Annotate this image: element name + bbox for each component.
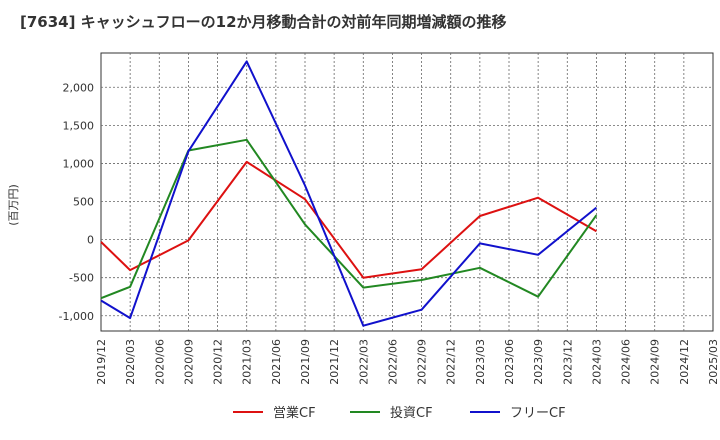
plot-area bbox=[100, 52, 714, 332]
x-tick-label: 2020/03 bbox=[124, 339, 137, 385]
y-axis-label: (百万円) bbox=[7, 184, 20, 226]
x-tick-label: 2023/03 bbox=[474, 339, 487, 385]
x-tick-label: 2023/12 bbox=[561, 339, 574, 385]
x-tick-label: 2025/03 bbox=[707, 339, 720, 385]
series-lines bbox=[100, 60, 598, 327]
axes: 2019/12 2020/03 2020/06 2020/09 2020/12 2021/… bbox=[59, 81, 720, 384]
x-tick-label: 2019/12 bbox=[95, 339, 108, 385]
x-tick-label: 2023/06 bbox=[503, 339, 516, 385]
x-tick-label: 2020/09 bbox=[182, 339, 195, 385]
y-tick-label: -1,000 bbox=[59, 310, 94, 323]
x-tick-label: 2021/12 bbox=[328, 339, 341, 385]
y-tick-label: -500 bbox=[69, 272, 94, 285]
y-tick-label: 500 bbox=[73, 196, 94, 209]
x-tick-label: 2024/09 bbox=[649, 339, 662, 385]
y-tick-label: 2,000 bbox=[63, 81, 95, 94]
x-tick-label: 2024/12 bbox=[678, 339, 691, 385]
x-tick-label: 2020/06 bbox=[153, 339, 166, 385]
chart-title: [7634] キャッシュフローの12か月移動合計の対前年同期増減額の推移 bbox=[20, 13, 507, 31]
x-tick-label: 2022/03 bbox=[357, 339, 370, 385]
y-tick-label: 1,500 bbox=[63, 119, 95, 132]
x-tick-label: 2023/09 bbox=[532, 339, 545, 385]
series-line-1 bbox=[100, 160, 597, 279]
x-tick-label: 2021/06 bbox=[270, 339, 283, 385]
y-tick-label: 1,000 bbox=[63, 157, 95, 170]
x-tick-label: 2022/12 bbox=[445, 339, 458, 385]
series-line-3 bbox=[100, 60, 598, 327]
x-tick-label: 2021/09 bbox=[299, 339, 312, 385]
legend-label: 投資CF bbox=[390, 405, 433, 421]
x-tick-label: 2021/03 bbox=[241, 339, 254, 385]
x-tick-label: 2024/06 bbox=[620, 339, 633, 385]
x-tick-label: 2024/03 bbox=[590, 339, 603, 385]
legend-label: フリーCF bbox=[510, 406, 566, 421]
legend-label: 営業CF bbox=[273, 405, 316, 421]
x-tick-label: 2020/12 bbox=[212, 339, 225, 385]
x-tick-label: 2022/06 bbox=[386, 339, 399, 385]
y-tick-label: 0 bbox=[87, 234, 94, 247]
grid bbox=[100, 52, 714, 332]
x-tick-label: 2022/09 bbox=[416, 339, 429, 385]
legend: 営業CF 投資CF フリーCF bbox=[233, 405, 566, 421]
